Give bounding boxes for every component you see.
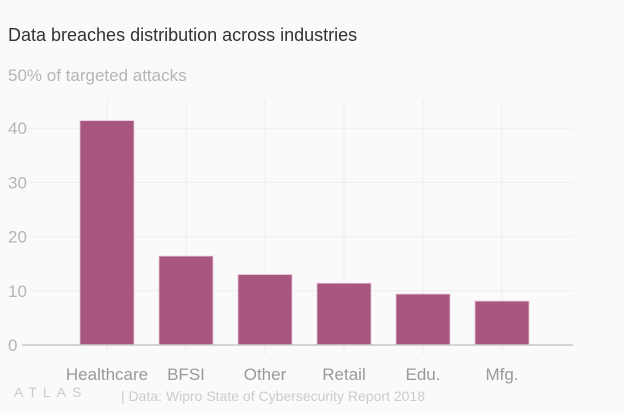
- bar-edu: [395, 293, 451, 346]
- x-tick-label: BFSI: [167, 365, 205, 384]
- x-tick-label: Edu.: [406, 365, 441, 384]
- x-tick-label: Other: [244, 365, 287, 384]
- x-tick-label: Retail: [322, 365, 365, 384]
- bar-mfg: [474, 300, 530, 346]
- bar-other: [237, 274, 293, 346]
- bar-retail: [316, 282, 372, 346]
- y-axis-top-label: 50% of targeted attacks: [8, 66, 187, 85]
- x-tick-label: Healthcare: [66, 365, 148, 384]
- atlas-logo: ATLAS: [14, 384, 87, 400]
- y-tick-label: 0: [8, 336, 17, 355]
- x-tick-label: Mfg.: [485, 365, 518, 384]
- y-tick-label: 30: [8, 173, 27, 192]
- y-tick-label: 40: [8, 119, 27, 138]
- y-tick-label: 10: [8, 282, 27, 301]
- bar-bfsi: [158, 255, 214, 346]
- chart-title: Data breaches distribution across indust…: [8, 25, 357, 45]
- source-note: | Data: Wipro State of Cybersecurity Rep…: [121, 388, 425, 404]
- bar-healthcare: [79, 120, 135, 346]
- y-tick-label: 20: [8, 228, 27, 247]
